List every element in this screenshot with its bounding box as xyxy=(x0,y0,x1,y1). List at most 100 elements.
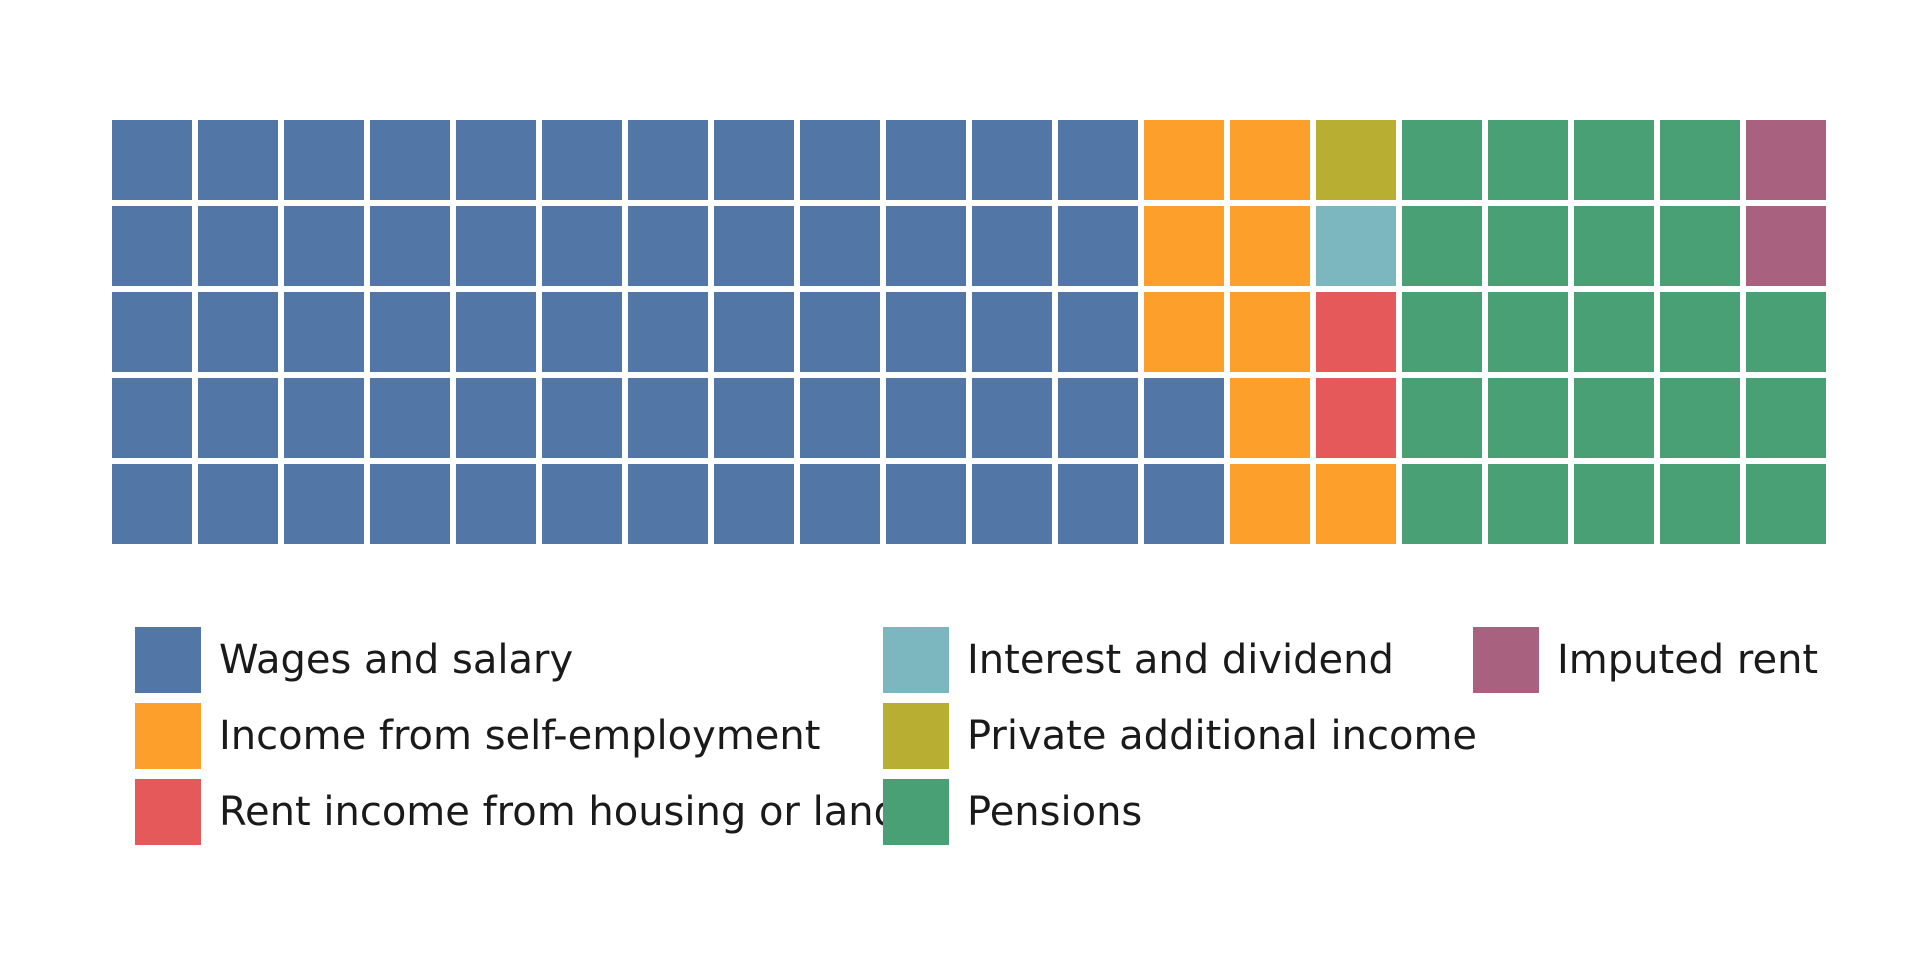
waffle-cell-wages xyxy=(800,206,880,286)
waffle-cell-wages xyxy=(112,464,192,544)
waffle-cell-wages xyxy=(886,292,966,372)
waffle-cell-wages xyxy=(112,292,192,372)
legend-swatch xyxy=(135,703,201,769)
waffle-cell-wages xyxy=(714,206,794,286)
waffle-cell-self-employment xyxy=(1230,292,1310,372)
waffle-cell-wages xyxy=(284,378,364,458)
waffle-cell-wages xyxy=(1058,292,1138,372)
legend-label: Wages and salary xyxy=(219,637,574,683)
waffle-cell-pensions xyxy=(1660,378,1740,458)
waffle-cell-wages xyxy=(1058,378,1138,458)
waffle-cell-wages xyxy=(198,206,278,286)
waffle-cell-wages xyxy=(1058,206,1138,286)
waffle-cell-pensions xyxy=(1660,464,1740,544)
waffle-cell-pensions xyxy=(1488,464,1568,544)
legend-label: Interest and dividend xyxy=(967,637,1394,683)
waffle-cell-wages xyxy=(714,378,794,458)
waffle-cell-self-employment xyxy=(1144,120,1224,200)
legend-swatch xyxy=(883,627,949,693)
waffle-cell-rent-income xyxy=(1316,292,1396,372)
waffle-cell-wages xyxy=(800,464,880,544)
waffle-cell-private-additional xyxy=(1316,120,1396,200)
waffle-cell-wages xyxy=(284,120,364,200)
waffle-cell-interest xyxy=(1316,206,1396,286)
waffle-cell-wages xyxy=(284,464,364,544)
waffle-cell-wages xyxy=(198,292,278,372)
waffle-cell-imputed-rent xyxy=(1746,120,1826,200)
legend-label: Income from self-employment xyxy=(219,713,821,759)
waffle-cell-wages xyxy=(542,292,622,372)
legend-swatch xyxy=(1473,627,1539,693)
waffle-cell-wages xyxy=(972,120,1052,200)
waffle-cell-pensions xyxy=(1660,120,1740,200)
legend-item-imputed-rent: Imputed rent xyxy=(1473,627,1833,693)
waffle-cell-wages xyxy=(1058,120,1138,200)
waffle-cell-wages xyxy=(284,206,364,286)
waffle-cell-wages xyxy=(628,120,708,200)
waffle-cell-wages xyxy=(972,378,1052,458)
waffle-cell-wages xyxy=(800,378,880,458)
legend-item-rent-income: Rent income from housing or land xyxy=(135,779,899,845)
waffle-cell-pensions xyxy=(1574,120,1654,200)
waffle-cell-pensions xyxy=(1746,378,1826,458)
waffle-cell-wages xyxy=(198,464,278,544)
legend-swatch xyxy=(135,779,201,845)
waffle-cell-wages xyxy=(1144,464,1224,544)
waffle-cell-pensions xyxy=(1488,378,1568,458)
legend-label: Rent income from housing or land xyxy=(219,789,899,835)
waffle-cell-wages xyxy=(800,120,880,200)
waffle-cell-wages xyxy=(542,120,622,200)
waffle-cell-pensions xyxy=(1574,378,1654,458)
waffle-cell-wages xyxy=(370,120,450,200)
waffle-cell-wages xyxy=(370,378,450,458)
waffle-cell-pensions xyxy=(1488,120,1568,200)
waffle-cell-wages xyxy=(628,464,708,544)
waffle-cell-rent-income xyxy=(1316,378,1396,458)
waffle-cell-pensions xyxy=(1488,292,1568,372)
waffle-cell-wages xyxy=(456,120,536,200)
waffle-cell-pensions xyxy=(1402,378,1482,458)
legend-label: Private additional income xyxy=(967,713,1478,759)
waffle-cell-pensions xyxy=(1402,206,1482,286)
waffle-cell-pensions xyxy=(1402,464,1482,544)
waffle-cell-pensions xyxy=(1574,206,1654,286)
waffle-cell-wages xyxy=(886,120,966,200)
waffle-cell-wages xyxy=(800,292,880,372)
waffle-grid xyxy=(112,120,1826,544)
legend: Wages and salary Interest and dividend Imp… xyxy=(135,627,1833,855)
waffle-cell-wages xyxy=(886,464,966,544)
waffle-cell-self-employment xyxy=(1230,378,1310,458)
legend-label: Pensions xyxy=(967,789,1143,835)
waffle-cell-pensions xyxy=(1660,292,1740,372)
waffle-cell-wages xyxy=(112,206,192,286)
waffle-cell-wages xyxy=(542,378,622,458)
waffle-cell-wages xyxy=(714,464,794,544)
waffle-cell-wages xyxy=(284,292,364,372)
waffle-cell-wages xyxy=(972,206,1052,286)
waffle-cell-wages xyxy=(1058,464,1138,544)
waffle-cell-wages xyxy=(370,206,450,286)
waffle-cell-self-employment xyxy=(1144,206,1224,286)
waffle-cell-self-employment xyxy=(1230,120,1310,200)
legend-item-self-employment: Income from self-employment xyxy=(135,703,883,769)
waffle-cell-pensions xyxy=(1746,464,1826,544)
waffle-cell-pensions xyxy=(1574,292,1654,372)
legend-item-wages: Wages and salary xyxy=(135,627,883,693)
waffle-cell-imputed-rent xyxy=(1746,206,1826,286)
waffle-cell-self-employment xyxy=(1230,464,1310,544)
waffle-cell-pensions xyxy=(1574,464,1654,544)
waffle-cell-pensions xyxy=(1746,292,1826,372)
waffle-cell-wages xyxy=(714,120,794,200)
waffle-cell-wages xyxy=(370,292,450,372)
waffle-cell-wages xyxy=(972,292,1052,372)
waffle-cell-wages xyxy=(972,464,1052,544)
waffle-cell-pensions xyxy=(1402,120,1482,200)
waffle-cell-wages xyxy=(456,378,536,458)
legend-label: Imputed rent xyxy=(1557,637,1819,683)
waffle-cell-wages xyxy=(370,464,450,544)
legend-item-pensions: Pensions xyxy=(883,779,1473,845)
legend-swatch xyxy=(135,627,201,693)
waffle-cell-wages xyxy=(628,292,708,372)
waffle-cell-wages xyxy=(628,378,708,458)
